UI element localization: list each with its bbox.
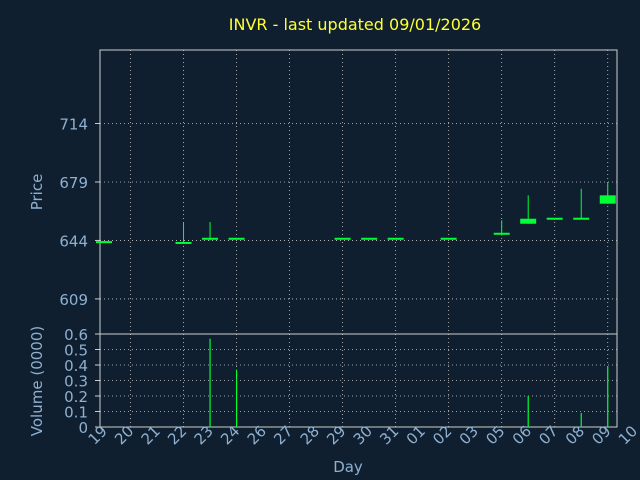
x-tick-label: 24 [217, 422, 243, 448]
x-tick-label: 01 [403, 422, 429, 448]
volume-tick-label: 0.1 [64, 404, 88, 422]
price-panel: 609 644 679 714 [59, 49, 618, 335]
x-tick-label: 31 [376, 422, 402, 448]
x-tick-label: 08 [562, 422, 588, 448]
price-tick-label: 609 [59, 291, 88, 309]
chart-title: INVR - last updated 09/01/2026 [229, 15, 481, 34]
x-tick-label: 21 [138, 422, 164, 448]
candle-body [175, 241, 192, 244]
candle-body [228, 237, 245, 240]
candle-body [546, 217, 563, 220]
candle-body [520, 218, 537, 224]
candle-body [387, 237, 404, 240]
x-tick-label: 06 [509, 422, 535, 448]
x-tick-label: 05 [482, 422, 508, 448]
volume-tick-label: 0.6 [64, 326, 88, 344]
candle-body [599, 195, 616, 204]
candle-body [573, 217, 590, 220]
candle-body [440, 237, 457, 240]
x-tick-label: 30 [350, 422, 376, 448]
x-tick-label: 28 [297, 422, 323, 448]
x-tick-label: 07 [535, 422, 561, 448]
candle-body [96, 241, 112, 244]
price-plot-frame [99, 49, 618, 335]
candle-body [493, 232, 510, 235]
x-tick-label: 10 [615, 422, 640, 448]
x-axis-label: Day [333, 458, 363, 476]
volume-tick-label: 0.4 [64, 357, 88, 375]
x-axis: 19 20 21 22 23 24 26 27 28 29 30 31 01 02 03 05 06 07 08 09… [85, 422, 640, 448]
x-tick-label: 22 [164, 422, 190, 448]
x-tick-label: 26 [244, 422, 270, 448]
x-tick-label: 20 [111, 422, 137, 448]
volume-panel: 00.10.20.30.40.50.6 [64, 326, 618, 437]
candle-body [334, 237, 351, 240]
x-tick-label: 03 [456, 422, 482, 448]
volume-tick-label: 0.5 [64, 342, 88, 360]
x-tick-label: 09 [588, 422, 614, 448]
volume-axis-label: Volume (0000) [28, 326, 46, 436]
candle-body [202, 237, 219, 240]
candle-body [361, 237, 378, 240]
volume-tick-label: 0 [78, 419, 88, 437]
price-tick-label: 679 [59, 174, 88, 192]
price-tick-label: 714 [59, 116, 88, 134]
volume-plot-frame [99, 333, 618, 428]
price-tick-label: 644 [59, 232, 88, 250]
price-axis-label: Price [28, 174, 46, 211]
volume-tick-label: 0.2 [64, 388, 88, 406]
x-tick-label: 29 [323, 422, 349, 448]
x-tick-label: 23 [191, 422, 217, 448]
x-tick-label: 02 [429, 422, 455, 448]
x-tick-label: 27 [270, 422, 296, 448]
volume-tick-label: 0.3 [64, 373, 88, 391]
x-tick-label: 19 [85, 422, 111, 448]
